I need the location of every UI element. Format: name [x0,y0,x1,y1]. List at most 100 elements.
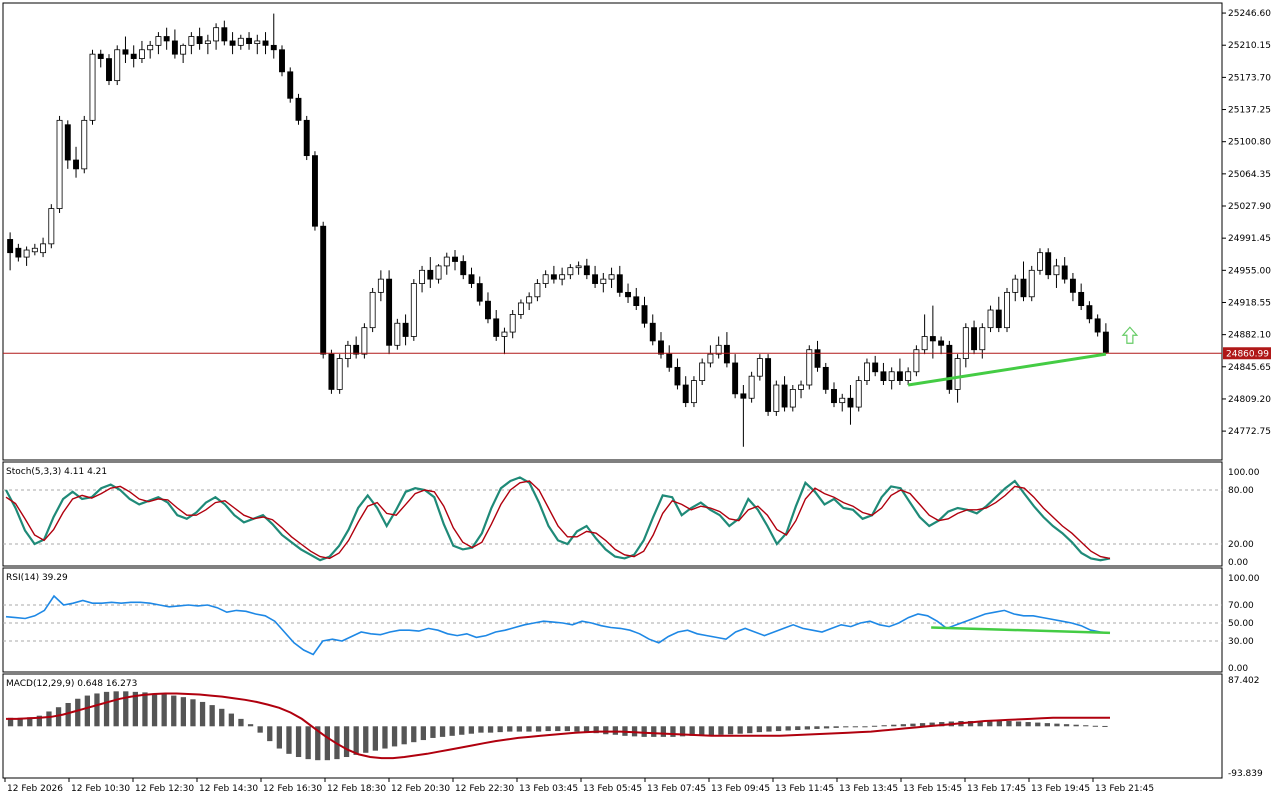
candle-body [864,362,870,381]
macd-bar [468,726,474,734]
price-pane[interactable] [2,2,1223,461]
candle-body [287,71,294,99]
macd-pane[interactable] [2,673,1223,779]
candle-body [567,267,574,276]
candle-body [872,362,879,373]
candle-body [962,327,969,359]
candle-body [89,53,96,121]
macd-bar [497,726,503,733]
candle-body [715,344,722,355]
candle-body [1078,291,1085,307]
candle-body [690,380,697,404]
price-tick-label: 24809.20 [1228,395,1271,405]
candle-body [517,302,524,315]
candle-body [262,40,269,46]
macd-bar [1102,725,1108,727]
candle-body [1012,278,1019,293]
stoch-signal-line [5,480,1111,560]
macd-bar [593,726,599,734]
indicator-tick-label: 100.00 [1228,574,1260,584]
candle-body [946,344,953,390]
macd-bar [641,726,647,737]
price-tick-label: 24772.75 [1228,427,1271,437]
candle-body [789,389,796,408]
candle-body [73,159,79,170]
candle-body [1069,278,1076,293]
candle-body [781,384,788,408]
price-candles [3,13,1222,447]
time-tick-label: 12 Feb 16:30 [263,784,322,794]
price-tick-label: 24955.00 [1228,266,1271,276]
macd-bar [612,726,618,735]
macd-bar [75,698,81,727]
macd-bar [46,711,52,727]
current-price-tag [1223,347,1271,360]
macd-bar [1006,720,1012,727]
candle-body [979,327,986,351]
macd-bar [516,726,522,732]
macd-bar [737,726,743,734]
candle-body [592,274,599,284]
candle-body [682,384,689,404]
macd-bar [228,713,234,727]
macd-bar [1054,723,1060,727]
macd-bar [17,717,23,727]
time-tick-label: 13 Feb 15:45 [903,784,962,794]
candle-body [485,300,491,320]
candle-body [402,322,409,337]
price-tick-label: 25064.35 [1228,170,1271,180]
price-tick-label: 24845.65 [1228,363,1271,373]
macd-bar [814,726,820,729]
candle-body [246,37,252,44]
candle-body [658,340,664,355]
time-tick-label: 13 Feb 05:45 [583,784,642,794]
macd-bar [286,726,292,754]
candle-body [1004,291,1010,329]
stoch-pane[interactable] [2,461,1223,567]
time-tick-label: 13 Feb 07:45 [647,784,706,794]
candle-body [7,239,14,254]
macd-bar [1092,725,1098,727]
price-tick-label: 24918.55 [1228,298,1271,308]
price-tick-label: 25027.90 [1228,202,1271,212]
macd-bar [94,693,100,727]
stoch-label: Stoch(5,3,3) 4.11 4.21 [6,467,107,477]
macd-bar [862,726,868,728]
candle-body [237,37,244,46]
buy-arrow-icon [1121,326,1139,344]
macd-bar [891,724,897,727]
candle-body [559,274,566,280]
macd-bar [1015,721,1022,727]
macd-bar [247,724,254,727]
macd-bar [449,726,455,736]
macd-bar [36,715,42,727]
rsi-divergence-line [931,626,1111,635]
price-tick-label: 24882.10 [1228,331,1271,341]
candle-body [394,322,401,346]
candle-body [575,265,582,269]
candle-body [641,305,648,324]
candle-body [188,36,195,46]
candle-body [419,269,426,284]
indicator-tick-label: 100.00 [1228,468,1260,478]
macd-bar [171,695,177,727]
macd-bar [833,726,839,728]
macd-bar [267,726,273,742]
candle-body [905,371,912,381]
macd-bar [651,726,657,737]
macd-bar [775,726,782,732]
macd-bar [132,691,138,727]
candle-body [344,344,351,359]
macd-bar [756,726,762,733]
candle-body [320,225,327,355]
candle-body [896,371,903,381]
time-tick-label: 13 Feb 09:45 [711,784,770,794]
candle-body [48,208,55,245]
macd-bar [142,692,148,727]
rsi-pane[interactable] [2,567,1223,673]
candle-body [64,124,71,161]
time-tick-label: 12 Feb 14:30 [199,784,258,794]
macd-tick-label: -93.839 [1228,769,1263,779]
candle-body [633,296,640,307]
